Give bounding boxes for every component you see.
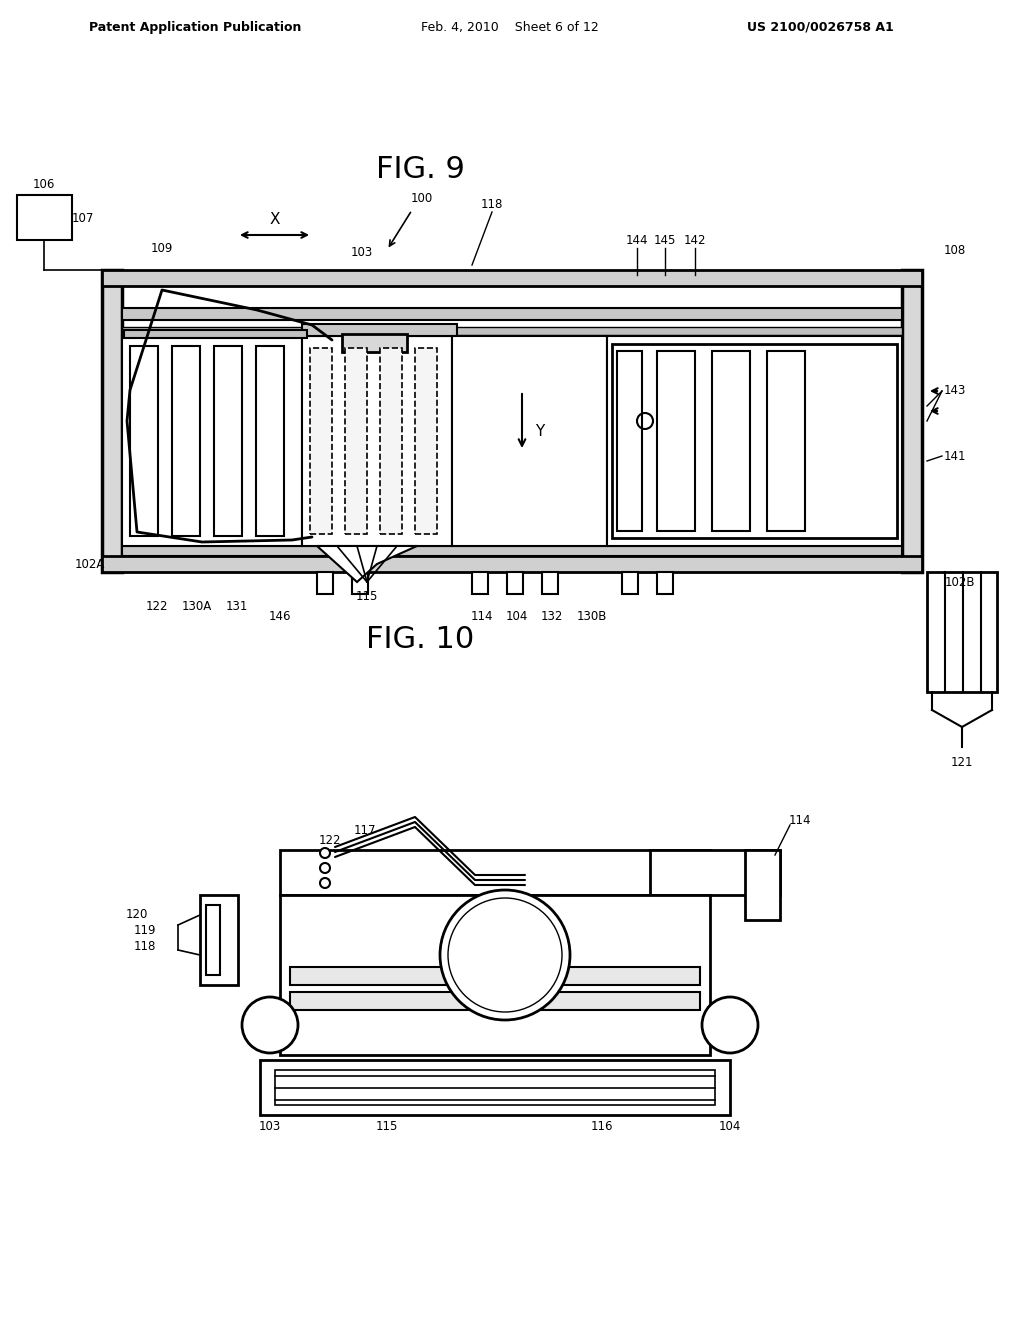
Text: 130A: 130A [182, 601, 212, 614]
Text: 102A: 102A [75, 557, 105, 570]
Text: 103: 103 [259, 1121, 282, 1134]
Text: 141: 141 [944, 450, 967, 462]
Text: 103: 103 [351, 246, 373, 259]
Text: 130B: 130B [577, 610, 607, 623]
Text: 119: 119 [133, 924, 156, 936]
Bar [102, 271, 922, 286]
Circle shape [319, 847, 330, 858]
Text: 104: 104 [719, 1121, 741, 1134]
Bar [122, 308, 902, 319]
Circle shape [440, 890, 570, 1020]
Text: 146: 146 [268, 610, 291, 623]
Bar [17, 195, 72, 240]
Text: 121: 121 [950, 755, 973, 768]
Bar [650, 850, 780, 895]
Bar [280, 895, 710, 1055]
Bar [507, 572, 523, 594]
Bar [745, 850, 780, 920]
Polygon shape [317, 546, 417, 582]
Bar [302, 337, 452, 546]
Text: 131: 131 [226, 601, 248, 614]
Bar [260, 1060, 730, 1115]
Text: Feb. 4, 2010    Sheet 6 of 12: Feb. 4, 2010 Sheet 6 of 12 [421, 21, 599, 33]
Circle shape [319, 878, 330, 888]
Bar [124, 330, 307, 338]
Bar [290, 968, 700, 985]
Text: 115: 115 [355, 590, 378, 603]
Bar [122, 327, 902, 335]
Bar [380, 348, 402, 535]
Bar [317, 572, 333, 594]
Text: 142: 142 [684, 234, 707, 247]
Text: 109: 109 [151, 242, 173, 255]
Text: 122: 122 [318, 833, 341, 846]
Bar [130, 346, 158, 536]
Text: 104: 104 [506, 610, 528, 623]
Text: 114: 114 [788, 813, 811, 826]
Circle shape [449, 898, 562, 1012]
Bar [607, 337, 902, 546]
Text: Patent Application Publication: Patent Application Publication [89, 21, 301, 33]
Text: FIG. 9: FIG. 9 [376, 156, 465, 185]
Bar [452, 337, 607, 546]
Bar [617, 351, 642, 531]
Text: 106: 106 [33, 178, 55, 191]
Text: 116: 116 [591, 1121, 613, 1134]
Text: 145: 145 [653, 234, 676, 247]
Bar [102, 271, 122, 572]
Bar [657, 572, 673, 594]
Bar [122, 337, 302, 546]
Text: 107: 107 [72, 211, 94, 224]
Bar [310, 348, 332, 535]
Text: 143: 143 [944, 384, 967, 397]
Bar [200, 895, 238, 985]
Bar [415, 348, 437, 535]
Bar [102, 556, 922, 572]
Bar [657, 351, 695, 531]
Text: 108: 108 [944, 243, 967, 256]
Bar [352, 572, 368, 594]
Bar [712, 351, 750, 531]
Bar [345, 348, 367, 535]
Bar [206, 906, 220, 975]
Text: 122: 122 [145, 601, 168, 614]
Bar [290, 993, 700, 1010]
Text: X: X [269, 213, 281, 227]
Text: Y: Y [536, 424, 545, 438]
Circle shape [702, 997, 758, 1053]
Bar [122, 546, 902, 556]
Bar [302, 323, 457, 337]
Text: 118: 118 [133, 940, 156, 953]
Bar [902, 271, 922, 572]
Bar [280, 850, 710, 895]
Bar [172, 346, 200, 536]
Bar [275, 1071, 715, 1105]
Text: 100: 100 [411, 191, 433, 205]
Bar [472, 572, 488, 594]
Text: FIG. 10: FIG. 10 [366, 626, 474, 655]
Bar [342, 334, 407, 352]
Text: 115: 115 [376, 1121, 398, 1134]
Text: 102B: 102B [945, 576, 975, 589]
Bar [767, 351, 805, 531]
Text: 114: 114 [471, 610, 494, 623]
Circle shape [319, 863, 330, 873]
Text: 120: 120 [126, 908, 148, 921]
Bar [214, 346, 242, 536]
Text: US 2100/0026758 A1: US 2100/0026758 A1 [746, 21, 893, 33]
Text: 118: 118 [481, 198, 503, 211]
Text: 132: 132 [541, 610, 563, 623]
Bar [927, 572, 997, 692]
Text: 144: 144 [626, 234, 648, 247]
Bar [256, 346, 284, 536]
Circle shape [242, 997, 298, 1053]
Bar [622, 572, 638, 594]
Bar [542, 572, 558, 594]
Bar [612, 345, 897, 539]
Text: 117: 117 [353, 824, 376, 837]
